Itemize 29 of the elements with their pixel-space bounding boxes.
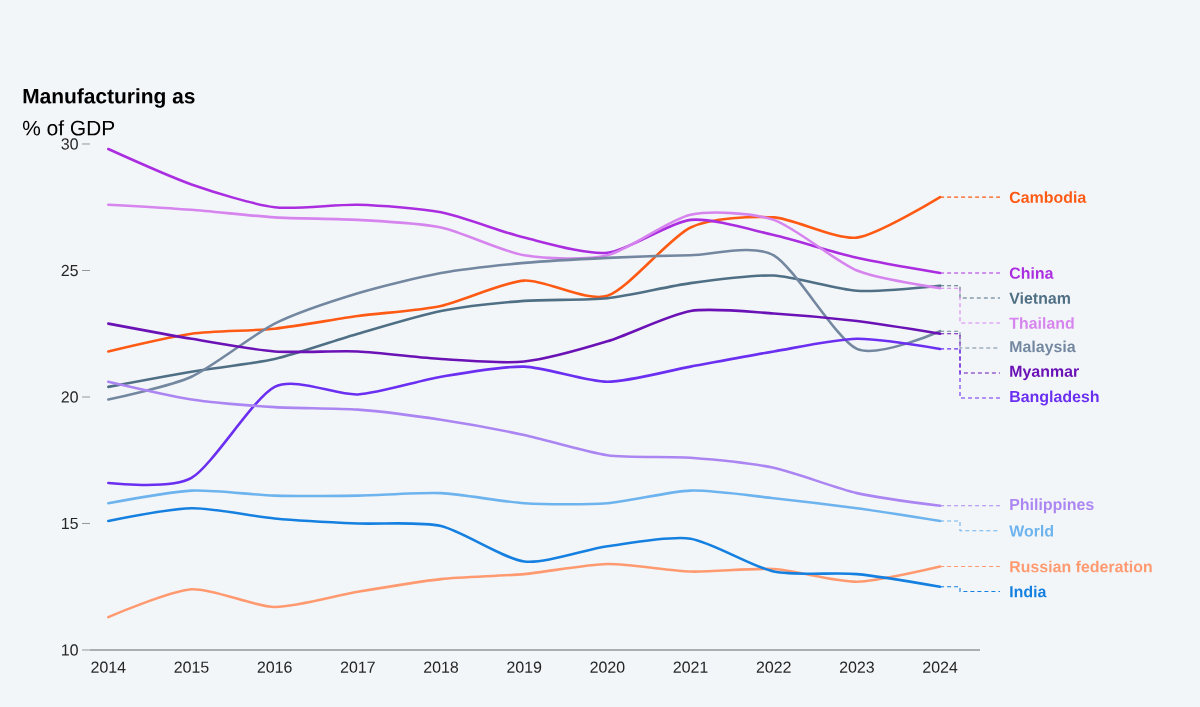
y-tick-label: 10 xyxy=(62,644,78,656)
legend-label: Philippines xyxy=(1010,498,1094,514)
x-tick-label: 2020 xyxy=(590,661,625,673)
chart-subtitle: % of GDP xyxy=(22,120,115,136)
legend-label: India xyxy=(1010,585,1047,598)
x-tick-label: 2015 xyxy=(174,661,209,673)
y-tick-label: 25 xyxy=(61,264,78,277)
x-tick-label: 2024 xyxy=(923,661,958,673)
legend-label: Malaysia xyxy=(1010,340,1076,356)
y-tick-label: 15 xyxy=(62,517,78,530)
text: Bangladesh xyxy=(1010,390,1099,406)
legend-label: China xyxy=(1009,267,1054,279)
x-tick-label: 2016 xyxy=(257,661,292,673)
legend-label: Vietnam xyxy=(1009,292,1070,304)
x-tick-label: 2021 xyxy=(673,661,708,673)
legend-label: Russian federation xyxy=(1010,560,1152,573)
x-tick-label: 2017 xyxy=(340,661,375,673)
legend-label: World xyxy=(1009,524,1054,537)
text: Thailand xyxy=(1009,317,1074,329)
x-tick-label: 2018 xyxy=(424,661,459,673)
x-tick-label: 2019 xyxy=(507,661,542,673)
y-tick-label: 30 xyxy=(61,138,78,150)
legend-label: Cambodia xyxy=(1009,191,1087,203)
x-tick-label: 2023 xyxy=(839,661,874,673)
text: Myanmar xyxy=(1010,365,1079,381)
chart-title: Manufacturing as xyxy=(23,88,195,108)
x-tick-label: 2022 xyxy=(756,661,791,673)
x-tick-label: 2014 xyxy=(91,661,126,673)
y-tick-label: 20 xyxy=(61,391,78,403)
